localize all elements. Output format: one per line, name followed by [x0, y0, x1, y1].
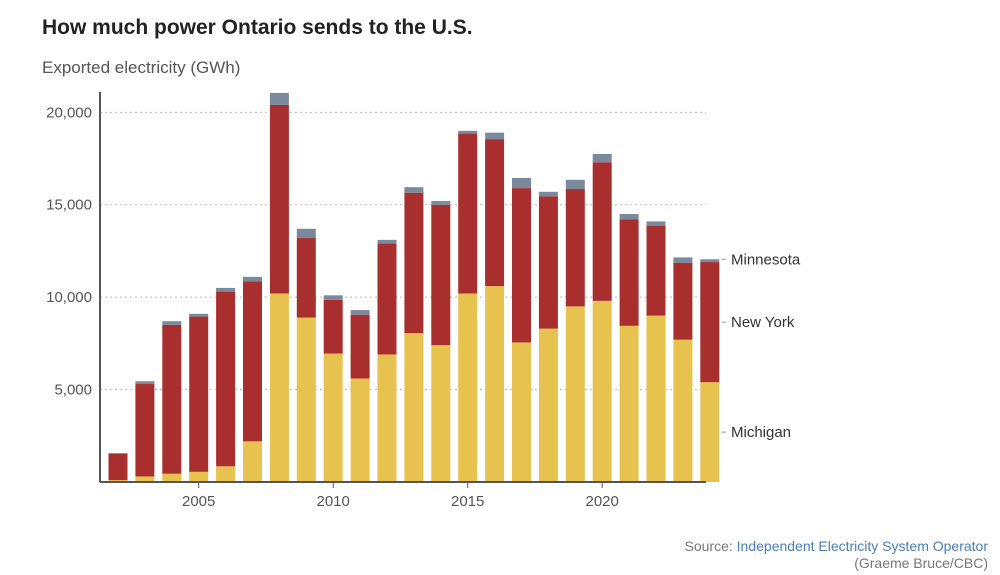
bar-segment-michigan — [646, 315, 666, 482]
bar-segment-new-york — [323, 299, 343, 354]
axes-group — [99, 92, 706, 483]
bar-segment-new-york — [512, 188, 531, 343]
source-link[interactable]: Independent Electricity System Operator — [736, 538, 988, 554]
bar-segment-minnesota — [619, 213, 639, 220]
bar-segment-new-york — [377, 243, 397, 355]
bar-segment-michigan — [592, 300, 612, 482]
bar-segment-minnesota — [216, 287, 236, 292]
bar-segment-michigan — [323, 353, 343, 482]
bar-segment-minnesota — [565, 179, 585, 190]
x-tick-label: 2020 — [586, 493, 619, 510]
bar-segment-new-york — [162, 324, 182, 474]
bar-segment-new-york — [296, 238, 316, 318]
bar-segment-new-york — [431, 204, 451, 346]
bar-segment-new-york — [108, 453, 128, 481]
bar-segment-minnesota — [485, 132, 505, 140]
legend-label-minnesota: Minnesota — [731, 251, 801, 268]
y-tick-label: 10,000 — [46, 289, 92, 306]
bar-segment-minnesota — [135, 381, 155, 385]
bar-segment-minnesota — [162, 321, 182, 325]
chart-title: How much power Ontario sends to the U.S. — [42, 16, 473, 39]
bar-segment-michigan — [619, 325, 639, 482]
legend-label-michigan: Michigan — [731, 424, 791, 441]
bar-segment-new-york — [269, 104, 289, 294]
bar-segment-new-york — [243, 281, 262, 442]
bar-segment-minnesota — [189, 313, 209, 317]
bar-segment-minnesota — [646, 221, 666, 227]
x-tick-label: 2010 — [317, 493, 350, 510]
stacked-bar-chart: 5,000 10,000 15,000 20,000 2005 2010 2015 2020… — [46, 92, 801, 510]
bar-segment-minnesota — [431, 201, 451, 205]
bar-segment-michigan — [189, 471, 209, 482]
bar-segment-michigan — [565, 306, 585, 482]
credit-note: (Graeme Bruce/CBC) — [854, 555, 988, 571]
bar-segment-minnesota — [700, 259, 720, 263]
bar-segment-minnesota — [350, 310, 370, 315]
bar-segment-minnesota — [512, 177, 531, 189]
bar-segment-michigan — [512, 342, 531, 482]
bar-segment-michigan — [135, 476, 155, 482]
bar-segment-new-york — [619, 219, 639, 326]
source-note: Source: Independent Electricity System O… — [685, 538, 988, 554]
bar-segment-new-york — [216, 291, 236, 467]
bar-segment-michigan — [350, 378, 370, 482]
bars-group — [108, 92, 720, 482]
bar-segment-michigan — [458, 293, 478, 482]
bar-segment-new-york — [189, 316, 209, 472]
bar-segment-michigan — [243, 441, 262, 482]
bar-segment-minnesota — [458, 130, 478, 134]
y-tick-label: 5,000 — [54, 382, 92, 399]
bar-segment-minnesota — [323, 295, 343, 300]
y-tick-labels: 5,000 10,000 15,000 20,000 — [46, 104, 92, 398]
bar-segment-michigan — [431, 345, 451, 482]
bar-segment-michigan — [700, 382, 720, 482]
x-tick-labels: 2005 2010 2015 2020 — [182, 482, 619, 510]
bar-segment-michigan — [377, 354, 397, 482]
x-tick-label: 2005 — [182, 493, 215, 510]
legend-group: Michigan New York Minnesota — [721, 251, 801, 441]
bar-segment-michigan — [216, 466, 236, 482]
bar-segment-michigan — [269, 293, 289, 482]
bar-segment-new-york — [673, 262, 693, 340]
legend-label-new-york: New York — [731, 314, 795, 331]
bar-segment-new-york — [538, 196, 558, 329]
bar-segment-michigan — [673, 339, 693, 482]
bar-segment-new-york — [565, 189, 585, 307]
bar-segment-new-york — [700, 262, 720, 383]
y-tick-label: 20,000 — [46, 104, 92, 121]
bar-segment-minnesota — [404, 187, 424, 193]
bar-segment-minnesota — [377, 239, 397, 244]
source-prefix: Source: — [684, 538, 733, 554]
x-tick-label: 2015 — [451, 493, 484, 510]
bar-segment-minnesota — [673, 257, 693, 263]
bar-segment-michigan — [485, 286, 505, 482]
bar-segment-michigan — [538, 328, 558, 482]
bar-segment-michigan — [404, 333, 424, 482]
y-tick-label: 15,000 — [46, 197, 92, 214]
bar-segment-new-york — [646, 226, 666, 316]
bar-segment-new-york — [485, 139, 505, 287]
y-axis-label: Exported electricity (GWh) — [42, 58, 241, 77]
bar-segment-new-york — [135, 384, 155, 477]
bar-segment-new-york — [350, 314, 370, 379]
bar-segment-minnesota — [269, 92, 289, 105]
bar-segment-minnesota — [243, 276, 262, 282]
bar-segment-new-york — [404, 192, 424, 334]
bar-segment-minnesota — [296, 228, 316, 239]
bar-segment-minnesota — [538, 191, 558, 197]
bar-segment-michigan — [296, 317, 316, 482]
bar-segment-minnesota — [592, 153, 612, 163]
bar-segment-new-york — [458, 133, 478, 294]
bar-segment-new-york — [592, 162, 612, 301]
bar-segment-michigan — [162, 473, 182, 482]
